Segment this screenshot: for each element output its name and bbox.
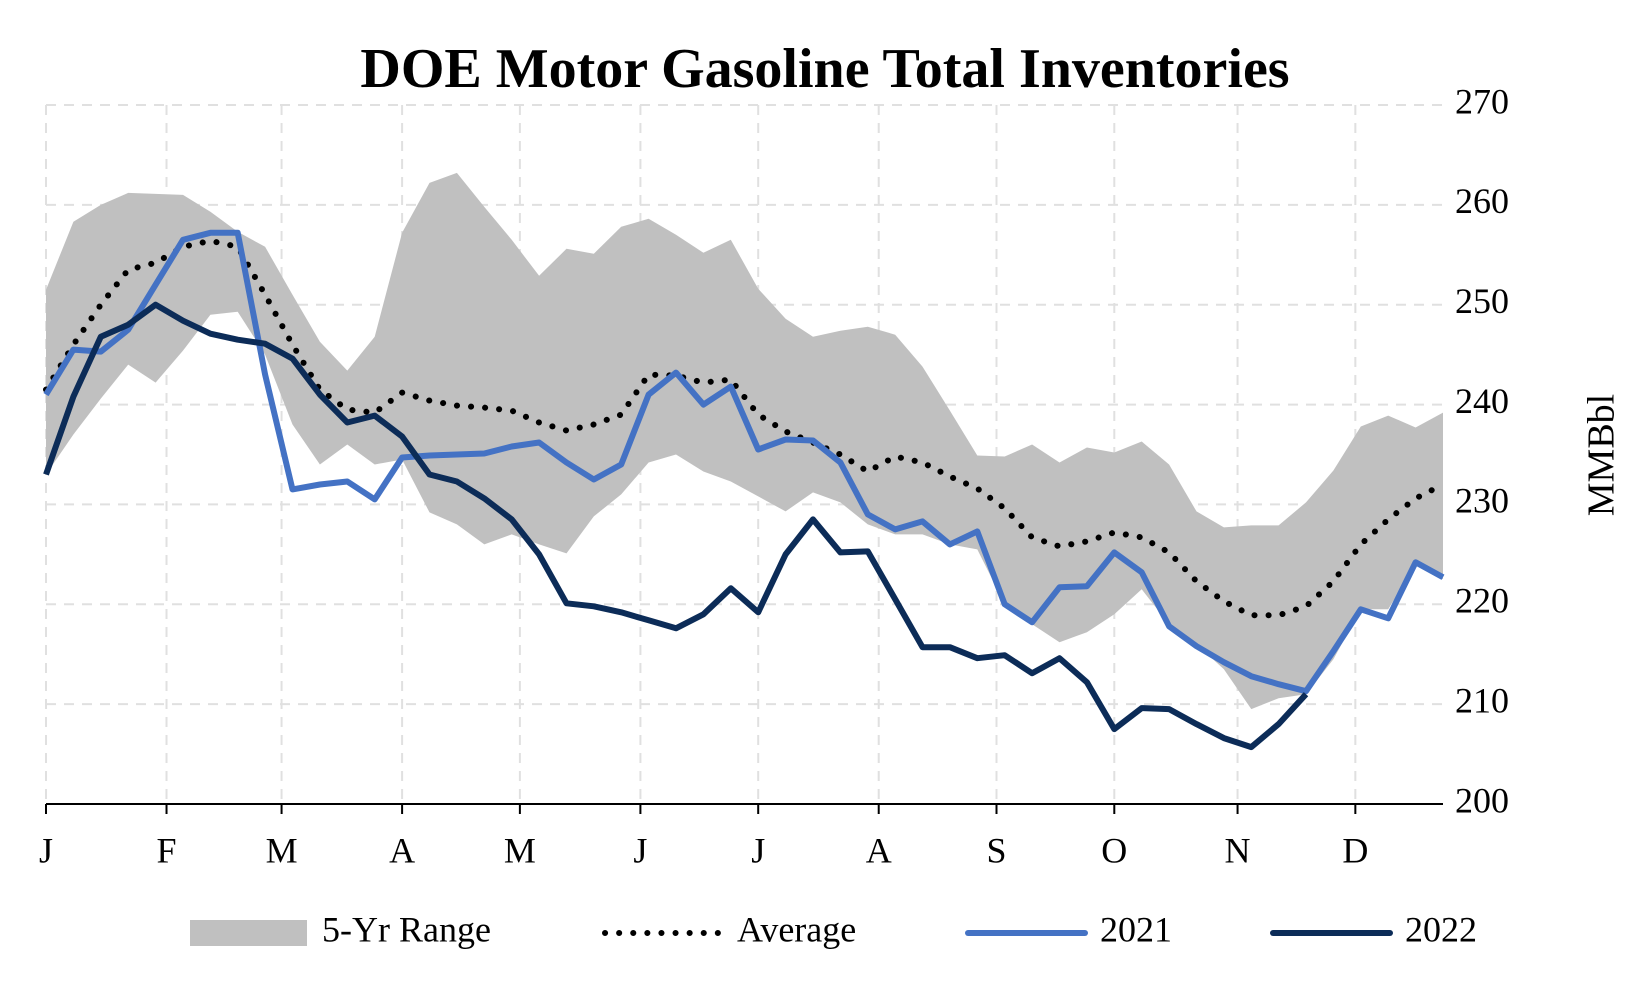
x-tick-label: J	[39, 830, 53, 870]
series-line	[43, 229, 1445, 695]
series-line	[43, 301, 1309, 751]
x-tick-label: J	[751, 830, 765, 870]
legend-swatch	[190, 920, 307, 946]
x-tick-label: M	[266, 830, 298, 870]
y-tick-label: 200	[1455, 780, 1509, 820]
y-tick-label: 220	[1455, 581, 1509, 621]
x-tick-label: D	[1342, 830, 1368, 870]
range-area	[46, 172, 1443, 710]
average-line	[43, 237, 1446, 619]
x-tick-label: O	[1101, 830, 1127, 870]
x-tick-label: A	[866, 830, 892, 870]
y-tick-label: 240	[1455, 381, 1509, 421]
y-tick-label: 210	[1455, 680, 1509, 720]
chart-title: DOE Motor Gasoline Total Inventories	[360, 38, 1289, 100]
x-tick-label: J	[633, 830, 647, 870]
x-tick-label: A	[389, 830, 415, 870]
legend-label: 2021	[1100, 909, 1172, 949]
legend-label: Average	[737, 909, 856, 949]
legend-label: 2022	[1405, 909, 1477, 949]
legend-label: 5-Yr Range	[322, 909, 491, 949]
x-tick-label: N	[1225, 830, 1251, 870]
y-tick-label: 250	[1455, 281, 1509, 321]
y-tick-label: 230	[1455, 481, 1509, 521]
y-tick-label: 270	[1455, 81, 1509, 121]
y-axis-label: MMBbl	[1581, 394, 1623, 516]
x-tick-label: M	[504, 830, 536, 870]
x-tick-label: F	[157, 830, 177, 870]
y-tick-label: 260	[1455, 181, 1509, 221]
x-tick-label: S	[986, 830, 1006, 870]
